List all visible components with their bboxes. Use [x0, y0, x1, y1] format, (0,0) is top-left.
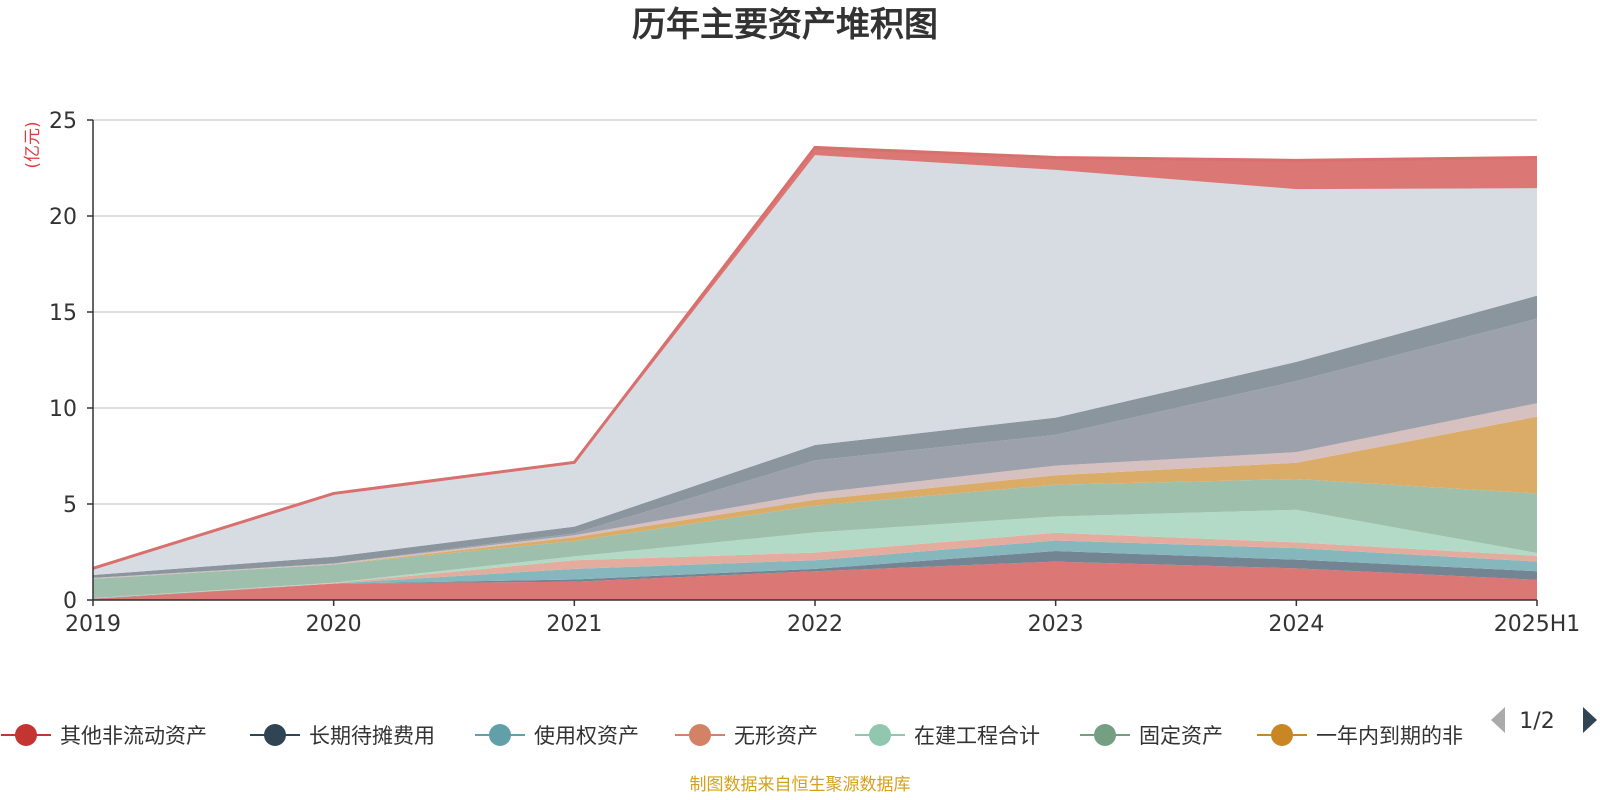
legend-label: 固定资产 [1139, 724, 1223, 748]
y-tick-label: 0 [63, 589, 77, 614]
legend-item[interactable]: 在建工程合计 [855, 724, 1040, 748]
chart-title: 历年主要资产堆积图 [632, 5, 938, 45]
y-tick-labels: 0 5 10 15 20 25 [49, 109, 93, 614]
area-series-1 [93, 561, 1537, 600]
y-tick-label: 5 [63, 493, 77, 518]
x-tick-label: 2019 [65, 612, 121, 637]
y-axis-unit: (亿元) [23, 121, 43, 168]
area-series-9 [93, 318, 1537, 578]
x-tick-label: 2024 [1268, 612, 1324, 637]
legend-label: 一年内到期的非 [1316, 724, 1463, 748]
x-tick-label: 2025H1 [1494, 612, 1581, 637]
area-series-6 [93, 479, 1537, 599]
y-tick-label: 10 [49, 397, 77, 422]
x-tick-label: 2023 [1028, 612, 1084, 637]
area-series-11 [93, 155, 1537, 576]
legend-marker [1271, 724, 1293, 746]
legend-marker [1094, 724, 1116, 746]
area-series [92, 145, 1538, 600]
legend-marker [15, 724, 37, 746]
legend-marker [869, 724, 891, 746]
legend-item[interactable]: 固定资产 [1080, 724, 1223, 748]
area-series-top-line [92, 145, 1538, 570]
y-tick-label: 20 [49, 205, 77, 230]
legend[interactable]: 其他非流动资产 长期待摊费用 使用权资产 无形资产 在建工程合计 固定资产 一年内到期的非 [1, 724, 1463, 748]
legend-item[interactable]: 无形资产 [675, 724, 818, 748]
triangle-left-icon[interactable] [1491, 707, 1505, 733]
legend-item[interactable]: 长期待摊费用 [250, 724, 435, 748]
x-tick-label: 2020 [306, 612, 362, 637]
x-tick-label: 2021 [546, 612, 602, 637]
x-tick-label: 2022 [787, 612, 843, 637]
legend-marker [264, 724, 286, 746]
area-series-5 [93, 509, 1537, 599]
legend-item[interactable]: 其他非流动资产 [1, 724, 207, 748]
legend-page-indicator: 1/2 [1519, 709, 1554, 734]
legend-label: 无形资产 [734, 724, 818, 748]
legend-item[interactable]: 使用权资产 [475, 724, 639, 748]
legend-label: 其他非流动资产 [60, 724, 207, 748]
x-tick-labels: 2019 2020 2021 2022 2023 2024 2025H1 [65, 600, 1580, 637]
legend-marker [689, 724, 711, 746]
legend-label: 长期待摊费用 [309, 724, 435, 748]
legend-marker [489, 724, 511, 746]
triangle-right-icon[interactable] [1583, 707, 1597, 733]
legend-item[interactable]: 一年内到期的非 [1257, 724, 1463, 748]
legend-label: 在建工程合计 [914, 724, 1040, 748]
legend-label: 使用权资产 [534, 724, 639, 748]
y-tick-label: 15 [49, 301, 77, 326]
data-source-note: 制图数据来自恒生聚源数据库 [690, 775, 911, 795]
y-tick-label: 25 [49, 109, 77, 134]
legend-pager[interactable]: 1/2 [1491, 707, 1597, 734]
area-series-3 [93, 540, 1537, 599]
area-series-2 [93, 551, 1537, 600]
